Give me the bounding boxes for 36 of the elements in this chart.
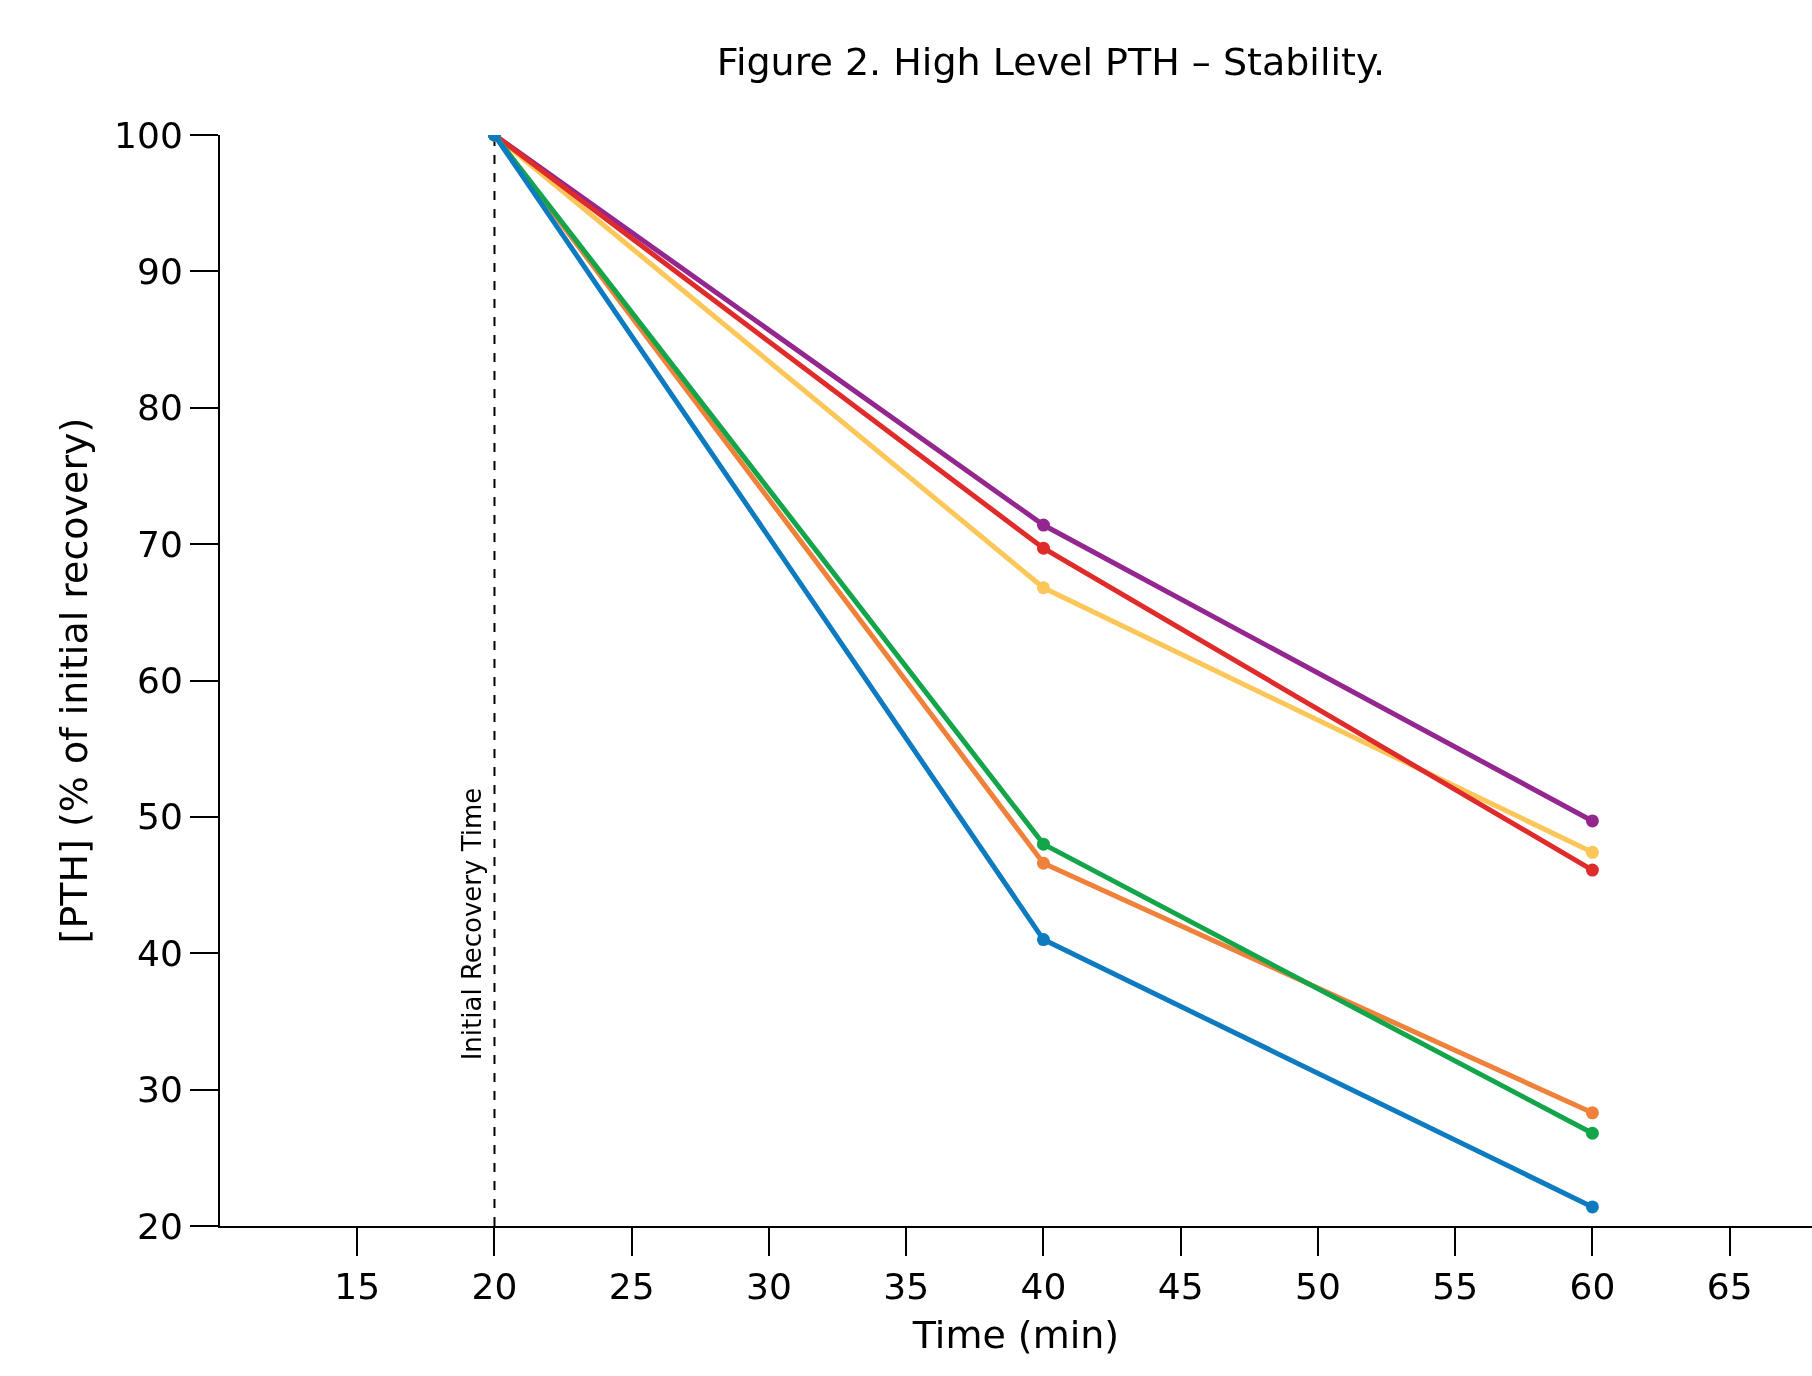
point — [1036, 856, 1050, 870]
x-tick-label: 60 — [1569, 1266, 1616, 1308]
point — [1036, 541, 1050, 555]
point — [1036, 518, 1050, 532]
x-tick-label: 40 — [1020, 1266, 1067, 1308]
point — [1036, 581, 1050, 595]
point — [1585, 1126, 1599, 1140]
y-tick-label: 60 — [136, 660, 183, 702]
point — [1036, 837, 1050, 851]
point — [1585, 814, 1599, 828]
x-tick-label: 65 — [1706, 1266, 1753, 1308]
y-tick-label: 80 — [136, 387, 183, 429]
x-tick-label: 35 — [883, 1266, 930, 1308]
point — [1585, 845, 1599, 859]
y-tick-label: 20 — [136, 1205, 183, 1247]
ref-line-label: Initial Recovery Time — [456, 787, 487, 1061]
chart-title: Figure 2. High Level PTH – Stability. — [716, 39, 1386, 84]
x-tick-label: 30 — [746, 1266, 792, 1308]
y-axis-title: [PTH] (% of initial recovery) — [51, 417, 96, 944]
y-tick-label: 70 — [136, 523, 183, 565]
x-axis-title: Time (min) — [911, 1312, 1120, 1357]
point — [1585, 1200, 1599, 1214]
x-tick-label: 55 — [1432, 1266, 1479, 1308]
point — [1036, 933, 1050, 947]
x-tick-label: 50 — [1295, 1266, 1341, 1308]
x-tick-label: 20 — [471, 1266, 518, 1308]
x-tick-label: 15 — [334, 1266, 381, 1308]
y-tick-label: 100 — [114, 114, 183, 156]
point — [1585, 1106, 1599, 1120]
point — [1585, 863, 1599, 877]
y-tick-label: 90 — [136, 250, 183, 292]
y-tick-label: 40 — [136, 932, 183, 974]
y-tick-label: 50 — [136, 796, 183, 838]
x-tick-label: 25 — [608, 1266, 655, 1308]
y-tick-label: 30 — [136, 1069, 183, 1111]
x-tick-label: 45 — [1157, 1266, 1204, 1308]
